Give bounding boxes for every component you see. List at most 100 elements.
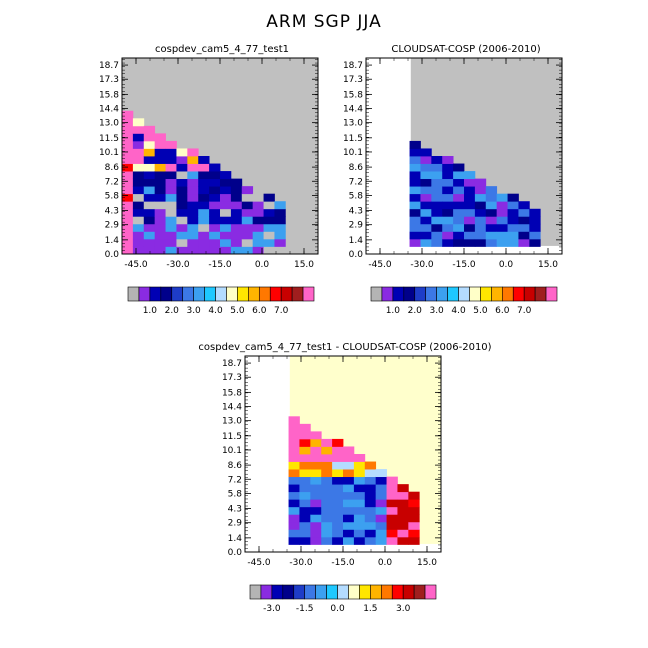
heatmap-cell [288,529,300,538]
heatmap-cell [485,186,498,195]
heatmap-cell [143,125,156,134]
heatmap-cell [310,514,322,523]
y-tick-label: 8.6 [105,163,120,173]
heatmap-cell [187,216,199,225]
heatmap-cell [431,208,443,217]
colorbar-swatch [315,584,327,600]
heatmap-cell [299,514,311,523]
heatmap-cell [343,514,355,523]
heatmap-cell [408,521,420,530]
heatmap-cell [165,178,177,187]
heatmap-cell [154,223,166,232]
heatmap-cell [288,461,300,470]
heatmap-cell [453,186,465,195]
heatmap-cell [409,201,421,210]
colorbar-swatch [280,286,293,302]
heatmap-cell [198,186,210,195]
heatmap-cell [209,163,221,172]
heatmap-cell [132,133,145,142]
heatmap-cell [464,208,476,217]
heatmap-cell [143,201,156,210]
heatmap-cell [252,193,264,202]
heatmap-cell [176,216,188,225]
y-tick-label: 4.3 [349,207,363,217]
heatmap-cell [274,246,286,255]
heatmap-cell [375,491,387,500]
heatmap-cell [143,231,156,240]
colorbar-label: 6.0 [252,306,267,316]
heatmap-cell [209,193,221,202]
heatmap-cell [132,171,145,180]
heatmap-cell [209,246,221,255]
heatmap-cell [496,231,508,240]
heatmap-cell [230,246,243,255]
colorbar-swatch [215,286,227,302]
heatmap-cell [230,186,243,195]
heatmap-cell [220,231,232,240]
heatmap-cell [176,231,188,240]
heatmap-cell [143,148,156,157]
heatmap-cell [496,216,508,225]
heatmap-cell [409,216,421,225]
heatmap-cell [132,163,145,172]
colorbar-swatch [381,286,394,302]
heatmap-cell [343,469,355,478]
heatmap-cell [474,216,487,225]
heatmap-cell [321,476,333,485]
heatmap-cell [409,238,421,247]
heatmap-cell [442,223,454,232]
heatmap-cell [386,529,398,538]
y-tick-label: 10.1 [99,148,119,158]
heatmap-cell [375,536,387,545]
heatmap-cell [343,484,355,493]
heatmap-cell [154,133,166,142]
heatmap-cell [122,216,134,225]
heatmap-cell [154,216,166,225]
heatmap-cell [343,491,355,500]
heatmap-cell [518,223,530,232]
heatmap-cell [332,476,344,485]
heatmap-cell [187,171,199,180]
heatmap-cell [198,238,210,247]
heatmap-cell [241,238,254,247]
heatmap-cell [464,193,476,202]
colorbar-label: 4.0 [208,306,223,316]
heatmap-cell [485,208,498,217]
heatmap-cell [453,178,465,187]
y-tick-label: 11.5 [222,432,242,442]
heatmap-cell [353,506,366,515]
heatmap-cell [187,238,199,247]
heatmap-cell [397,514,409,523]
heatmap-cell [143,246,156,255]
y-tick-label: 4.3 [105,207,119,217]
colorbar-swatch [337,584,349,600]
heatmap-cell [507,223,519,232]
heatmap-cell [310,529,322,538]
heatmap-cell [408,529,420,538]
heatmap-cell [241,208,254,217]
heatmap-cell [220,238,232,247]
y-tick-label: 1.4 [105,236,120,246]
heatmap-cell [397,499,409,508]
heatmap-cell [220,208,232,217]
heatmap-cell [176,163,188,172]
heatmap-cell [198,156,210,164]
colorbar-swatch [380,584,393,600]
heatmap-cell [397,521,409,530]
heatmap-cell [353,491,366,500]
y-tick-label: 2.9 [105,221,120,231]
heatmap-cell [299,499,311,508]
heatmap-cell [332,514,344,523]
heatmap-cell [122,238,134,247]
heatmap-cell [386,476,398,485]
colorbar-swatch [302,286,315,302]
y-tick-label: 17.3 [343,75,363,85]
heatmap-cell [386,521,398,530]
heatmap-cell [332,469,344,478]
y-tick-label: 1.4 [349,236,364,246]
heatmap-cell [176,148,188,157]
x-tick-label: 0.0 [255,260,270,270]
heatmap-cell [343,521,355,530]
colorbar-swatch [149,286,162,302]
heatmap-cell [386,514,398,523]
